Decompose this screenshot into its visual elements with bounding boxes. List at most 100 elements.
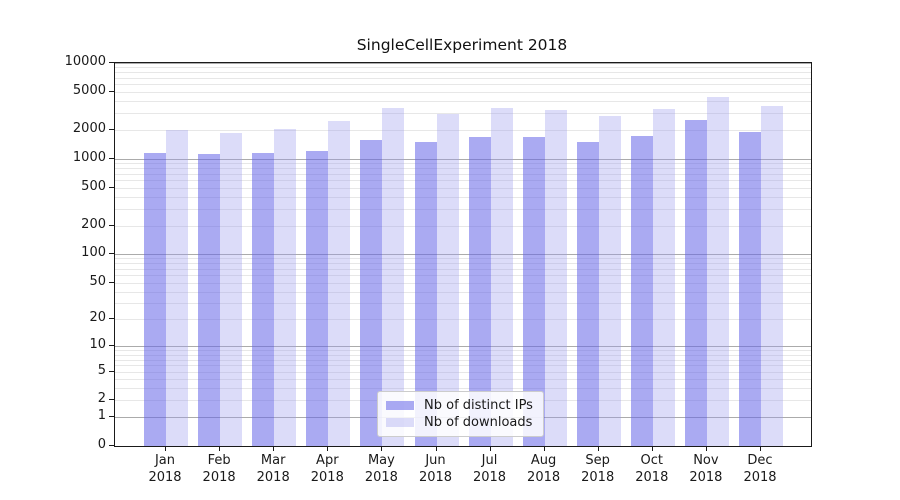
x-tick-mark-jan <box>165 446 166 451</box>
bar-nov-downloads <box>706 96 729 446</box>
gridline-70 <box>115 268 811 270</box>
gridline-400 <box>115 196 811 198</box>
bar-apr-downloads <box>328 120 351 446</box>
x-tick-mark-may <box>381 446 383 451</box>
y-tick-mark-2 <box>109 399 114 401</box>
x-tick-mark-jul <box>489 446 491 451</box>
y-tick-label-20: 20 <box>89 310 106 326</box>
y-tick-mark-1000 <box>109 157 114 159</box>
gridline-9000 <box>115 67 811 69</box>
bar-dec-distinct-ips <box>739 131 761 446</box>
y-tick-label-200: 200 <box>81 216 106 232</box>
y-tick-mark-10 <box>109 345 114 347</box>
bar-jan-distinct-ips <box>144 152 166 446</box>
gridline-5000 <box>115 91 811 93</box>
gridline-9 <box>115 350 811 352</box>
gridline-1000 <box>115 158 811 160</box>
bar-feb-downloads <box>220 132 243 446</box>
gridline-80 <box>115 263 811 265</box>
chart-title: SingleCellExperiment 2018 <box>356 36 568 54</box>
bar-oct-distinct-ips <box>630 136 653 446</box>
bar-feb-distinct-ips <box>198 153 221 446</box>
plot-area <box>114 62 812 447</box>
gridline-5 <box>115 371 811 373</box>
x-tick-label-jan: Jan 2018 <box>148 453 182 485</box>
x-tick-label-apr: Apr 2018 <box>310 453 344 485</box>
legend-swatch-downloads <box>386 418 414 427</box>
gridline-40 <box>115 291 811 293</box>
y-tick-label-100: 100 <box>81 245 106 261</box>
gridline-200 <box>115 225 811 227</box>
legend-item-downloads: Nb of downloads <box>386 414 543 431</box>
x-tick-label-jul: Jul 2018 <box>472 453 507 485</box>
y-tick-label-1: 1 <box>97 408 106 424</box>
gridline-4 <box>115 379 811 381</box>
gridline-800 <box>115 168 811 169</box>
legend-swatch-distinct-ips <box>386 401 414 410</box>
gridline-3000 <box>115 113 811 115</box>
x-tick-label-nov: Nov 2018 <box>689 453 723 485</box>
y-tick-mark-20 <box>109 318 114 320</box>
gridline-6000 <box>115 84 811 86</box>
x-tick-label-jun: Jun 2018 <box>418 453 453 485</box>
gridline-7 <box>115 359 811 361</box>
x-tick-mark-apr <box>327 446 329 451</box>
gridline-3 <box>115 388 811 390</box>
y-tick-mark-2000 <box>109 128 114 130</box>
x-tick-mark-nov <box>705 446 707 451</box>
legend-item-distinct-ips: Nb of distinct IPs <box>386 397 543 414</box>
y-tick-mark-10000 <box>109 62 114 63</box>
gridline-8 <box>115 354 811 356</box>
y-tick-label-1000: 1000 <box>72 149 106 165</box>
legend-label-distinct-ips: Nb of distinct IPs <box>424 398 533 413</box>
gridline-600 <box>115 179 811 181</box>
x-tick-label-dec: Dec 2018 <box>743 453 777 485</box>
y-tick-label-2: 2 <box>97 391 106 407</box>
y-tick-mark-500 <box>109 186 114 188</box>
x-tick-label-may: May 2018 <box>364 453 398 485</box>
gridline-500 <box>115 187 811 189</box>
bar-dec-downloads <box>761 105 783 446</box>
bar-may-downloads <box>382 107 405 446</box>
legend: Nb of distinct IPs Nb of downloads <box>377 391 544 437</box>
y-tick-mark-200 <box>109 224 114 226</box>
bar-mar-downloads <box>274 128 297 446</box>
bar-jul-distinct-ips <box>468 136 491 446</box>
gridline-4000 <box>115 101 811 103</box>
gridline-900 <box>115 163 811 165</box>
gridline-300 <box>115 208 811 210</box>
y-tick-mark-5000 <box>109 90 114 92</box>
x-tick-mark-sep <box>597 446 599 451</box>
x-tick-mark-feb <box>219 446 221 451</box>
x-tick-label-aug: Aug 2018 <box>527 453 561 485</box>
gridline-10 <box>115 346 811 348</box>
y-tick-label-10000: 10000 <box>64 54 106 69</box>
bar-aug-downloads <box>544 110 567 446</box>
y-tick-label-5000: 5000 <box>72 82 106 98</box>
gridline-700 <box>115 173 811 175</box>
y-tick-mark-50 <box>109 281 114 283</box>
gridline-30 <box>115 303 811 305</box>
x-tick-label-oct: Oct 2018 <box>635 453 669 485</box>
x-tick-label-sep: Sep 2018 <box>581 453 615 485</box>
bar-nov-distinct-ips <box>684 119 707 446</box>
bar-oct-downloads <box>652 108 675 446</box>
bar-jan-downloads <box>166 129 188 446</box>
gridline-90 <box>115 258 811 260</box>
x-tick-mark-dec <box>760 446 761 451</box>
x-tick-mark-aug <box>543 446 545 451</box>
y-tick-label-10: 10 <box>89 337 106 353</box>
x-tick-mark-mar <box>273 446 275 451</box>
gridline-2000 <box>115 129 811 131</box>
y-tick-label-0: 0 <box>97 437 106 452</box>
y-tick-label-2000: 2000 <box>72 120 106 136</box>
y-tick-label-500: 500 <box>81 178 106 194</box>
bar-may-distinct-ips <box>360 140 383 446</box>
bar-jun-downloads <box>436 113 459 446</box>
gridline-60 <box>115 275 811 277</box>
y-tick-label-5: 5 <box>97 362 106 378</box>
y-tick-label-50: 50 <box>89 273 106 289</box>
x-tick-mark-oct <box>651 446 653 451</box>
bar-mar-distinct-ips <box>252 153 275 446</box>
